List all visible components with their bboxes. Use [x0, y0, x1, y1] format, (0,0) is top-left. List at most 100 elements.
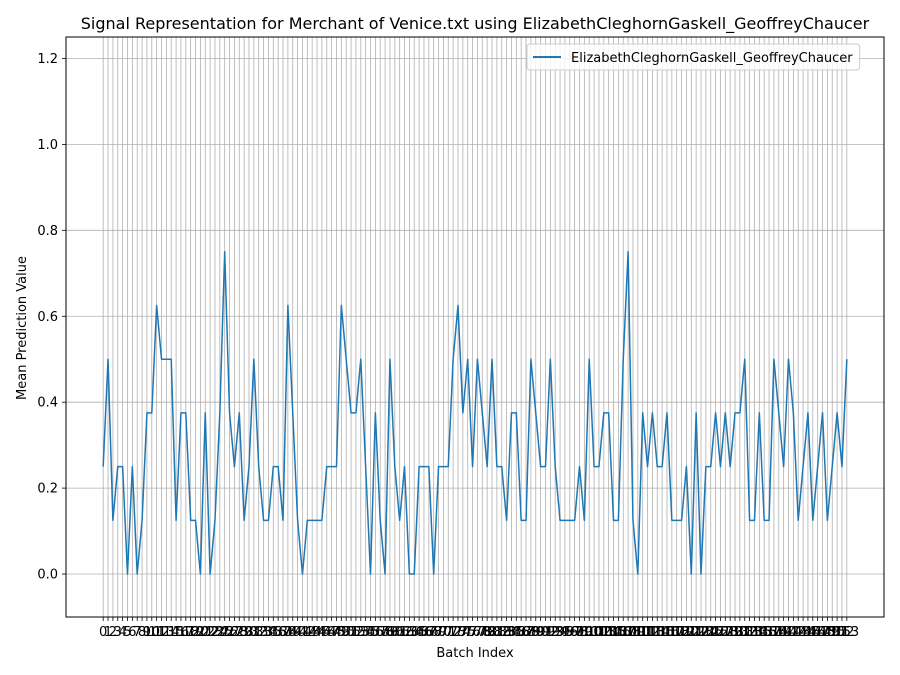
x-tick-label: 152: [830, 625, 855, 640]
x-tick-label: 105: [601, 625, 626, 640]
x-tick-label: 43: [304, 625, 321, 640]
x-tick-label: 128: [713, 625, 738, 640]
x-tick-label: 54: [357, 625, 374, 640]
x-tick-label: 15: [168, 625, 185, 640]
x-tick-label: 122: [684, 625, 709, 640]
x-tick-label: 146: [800, 625, 825, 640]
x-tick-label: 33: [255, 625, 272, 640]
x-tick-label: 141: [776, 625, 801, 640]
x-tick-label: 40: [289, 625, 306, 640]
y-tick-label: 1.2: [37, 52, 58, 67]
x-tick-label: 38: [280, 625, 297, 640]
x-tick-label: 120: [674, 625, 699, 640]
x-tick-label: 136: [752, 625, 777, 640]
y-tick-label: 0.6: [37, 310, 58, 325]
x-tick-label: 44: [309, 625, 326, 640]
x-tick-label: 66: [416, 625, 433, 640]
x-tick-label: 41: [294, 625, 311, 640]
x-tick-label: 19: [187, 625, 204, 640]
legend-box: [526, 43, 861, 71]
x-tick-label: 95: [557, 625, 574, 640]
x-tick-label: 150: [820, 625, 845, 640]
x-tick-label: 58: [377, 625, 394, 640]
x-tick-label: 62: [396, 625, 413, 640]
x-tick-label: 89: [527, 625, 544, 640]
x-tick-label: 34: [260, 625, 277, 640]
x-tick-label: 56: [367, 625, 384, 640]
x-tick-label: 5: [123, 625, 131, 640]
x-tick-label: 153: [834, 625, 859, 640]
x-tick-label: 22: [202, 625, 219, 640]
x-tick-label: 20: [192, 625, 209, 640]
x-tick-label: 104: [596, 625, 621, 640]
x-tick-label: 106: [606, 625, 631, 640]
legend-label: ElizabethCleghornGaskell_GeoffreyChaucer: [571, 51, 853, 66]
x-tick-label: 126: [703, 625, 728, 640]
x-tick-label: 26: [221, 625, 238, 640]
x-tick-label: 12: [153, 625, 170, 640]
x-tick-label: 96: [562, 625, 579, 640]
x-tick-label: 28: [231, 625, 248, 640]
x-tick-label: 59: [382, 625, 399, 640]
x-tick-label: 110: [625, 625, 650, 640]
x-tick-label: 135: [747, 625, 772, 640]
x-tick-label: 1: [104, 625, 112, 640]
x-tick-label: 27: [226, 625, 243, 640]
x-tick-label: 76: [464, 625, 481, 640]
x-tick-label: 83: [498, 625, 515, 640]
x-tick-label: 14: [163, 625, 180, 640]
x-tick-label: 71: [440, 625, 457, 640]
y-tick-label: 0.2: [37, 482, 58, 497]
legend: ElizabethCleghornGaskell_GeoffreyChaucer: [526, 43, 861, 71]
x-tick-label: 98: [571, 625, 588, 640]
x-tick-label: 118: [664, 625, 689, 640]
x-tick-label: 11: [148, 625, 165, 640]
x-tick-label: 114: [645, 625, 670, 640]
x-tick-label: 92: [542, 625, 559, 640]
x-tick-label: 69: [430, 625, 447, 640]
x-tick-label: 37: [275, 625, 292, 640]
x-tick-label: 48: [328, 625, 345, 640]
x-tick-label: 25: [216, 625, 233, 640]
x-tick-label: 127: [708, 625, 733, 640]
x-tick-label: 50: [338, 625, 355, 640]
x-tick-label: 65: [411, 625, 428, 640]
x-tick-label: 111: [630, 625, 655, 640]
x-tick-label: 10: [144, 625, 161, 640]
y-tick-label: 0.8: [37, 224, 58, 239]
x-tick-label: 53: [353, 625, 370, 640]
x-tick-label: 16: [173, 625, 190, 640]
x-tick-label: 35: [265, 625, 282, 640]
x-tick-label: 39: [284, 625, 301, 640]
x-tick-label: 13: [158, 625, 175, 640]
x-tick-label: 88: [523, 625, 540, 640]
x-tick-label: 147: [805, 625, 830, 640]
x-tick-label: 23: [207, 625, 224, 640]
x-tick-label: 47: [323, 625, 340, 640]
x-tick-label: 117: [659, 625, 684, 640]
x-tick-label: 102: [587, 625, 612, 640]
x-tick-label: 124: [693, 625, 718, 640]
x-tick-label: 84: [503, 625, 520, 640]
x-tick-label: 3: [114, 625, 122, 640]
x-tick-label: 130: [723, 625, 748, 640]
x-tick-label: 121: [679, 625, 704, 640]
x-tick-label: 148: [810, 625, 835, 640]
x-tick-label: 30: [241, 625, 258, 640]
x-tick-label: 0: [99, 625, 107, 640]
x-tick-label: 101: [582, 625, 607, 640]
x-tick-label: 142: [781, 625, 806, 640]
x-tick-label: 67: [421, 625, 438, 640]
series-line: [102, 251, 848, 575]
x-tick-label: 91: [537, 625, 554, 640]
x-tick-label: 139: [766, 625, 791, 640]
plot-frame: [65, 36, 885, 618]
x-tick-label: 93: [547, 625, 564, 640]
x-tick-label: 123: [689, 625, 714, 640]
x-tick-label: 61: [391, 625, 408, 640]
y-axis-ticks: 0.0 0.2 0.4 0.6 0.8 1.0 1.2: [37, 52, 66, 583]
x-tick-label: 24: [212, 625, 229, 640]
x-tick-label: 79: [479, 625, 496, 640]
x-tick-label: 108: [616, 625, 641, 640]
series-layer: [102, 251, 848, 575]
